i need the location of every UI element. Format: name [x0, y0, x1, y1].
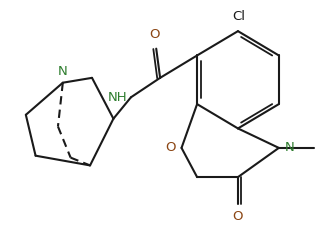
Text: O: O	[165, 141, 176, 154]
Text: O: O	[149, 28, 160, 41]
Text: NH: NH	[107, 91, 127, 104]
Text: O: O	[233, 210, 243, 223]
Text: N: N	[285, 141, 294, 154]
Text: Cl: Cl	[232, 10, 245, 23]
Text: N: N	[58, 65, 68, 78]
